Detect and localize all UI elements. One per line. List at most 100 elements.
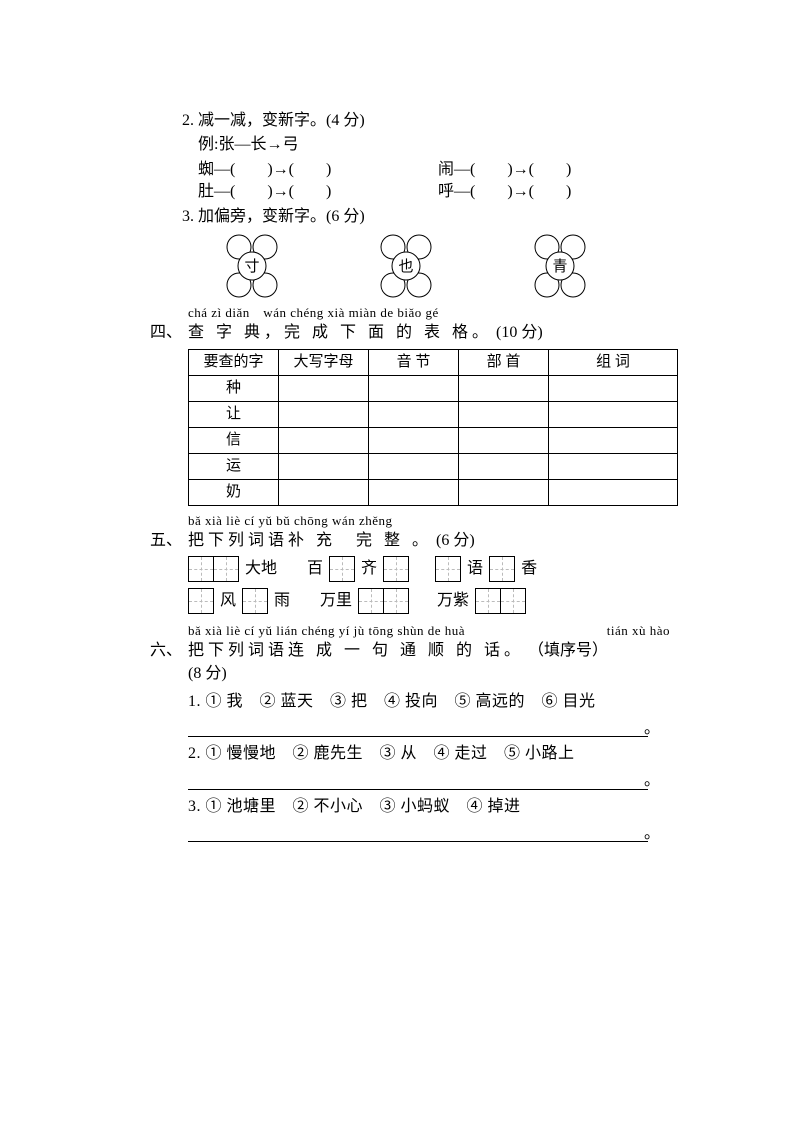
char-box-pair — [188, 556, 239, 582]
blank-cell[interactable] — [549, 375, 678, 401]
blank-cell[interactable] — [279, 401, 369, 427]
flower-cun: 寸 — [210, 234, 294, 298]
table-row: 让 — [189, 401, 678, 427]
blank-cell[interactable] — [279, 427, 369, 453]
s5-pinyin: bǎ xià liè cí yǔ bǔ chōng wán zhěng — [188, 512, 700, 530]
char-box[interactable] — [475, 588, 501, 614]
q2-title: 2. 减一减，变新字。(4 分) — [182, 110, 700, 132]
svg-text:寸: 寸 — [244, 258, 259, 275]
s6-label: 六、 — [150, 640, 188, 662]
s5-title: 把下列词语补 充 完 整 。 — [188, 532, 432, 549]
answer-line[interactable] — [188, 824, 648, 842]
q6-item-1: 1. ① 我 ② 蓝天 ③ 把 ④ 投向 ⑤ 高远的 ⑥ 目光 — [188, 691, 700, 737]
idiom-text: 齐 — [359, 558, 379, 580]
blank-cell[interactable] — [369, 479, 459, 505]
s6-pinyin-b: tián xù hào — [607, 622, 670, 640]
flower-qing: 青 — [518, 234, 602, 298]
s4-heading: 四、 查 字 典，完 成 下 面 的 表 格。 (10 分) — [150, 322, 700, 344]
char-box[interactable] — [242, 588, 268, 614]
q2-r1-left: 蜘—( )→( ) — [198, 159, 438, 181]
idiom-text: 雨 — [272, 590, 292, 612]
svg-text:也: 也 — [398, 258, 413, 275]
q6-words-3: 3. ① 池塘里 ② 不小心 ③ 小蚂蚁 ④ 掉进 — [188, 796, 700, 818]
idiom-text: 语 — [465, 558, 485, 580]
s6-points: (8 分) — [188, 663, 700, 685]
char-box[interactable] — [188, 556, 214, 582]
char-box[interactable] — [489, 556, 515, 582]
s5-points: (6 分) — [436, 532, 475, 549]
char-box[interactable] — [188, 588, 214, 614]
s4-pinyin: chá zì diǎn wán chéng xià miàn de biǎo g… — [188, 304, 700, 322]
table-row: 运 — [189, 453, 678, 479]
idiom-text: 万紫 — [435, 590, 471, 612]
blank-cell[interactable] — [549, 401, 678, 427]
blank-cell[interactable] — [549, 427, 678, 453]
dict-h1: 要查的字 — [189, 349, 279, 375]
q2-r1-right: 闹—( )→( ) — [438, 159, 678, 181]
blank-cell[interactable] — [369, 453, 459, 479]
q2-r2-right: 呼—( )→( ) — [438, 181, 678, 203]
blank-cell[interactable] — [459, 453, 549, 479]
char-box[interactable] — [383, 588, 409, 614]
q6-words-2: 2. ① 慢慢地 ② 鹿先生 ③ 从 ④ 走过 ⑤ 小路上 — [188, 743, 700, 765]
answer-line[interactable] — [188, 719, 648, 737]
s4-title: 查 字 典，完 成 下 面 的 表 格。 — [188, 324, 492, 341]
q2-r2-left: 肚—( )→( ) — [198, 181, 438, 203]
blank-cell[interactable] — [279, 453, 369, 479]
s6-pinyin-a: bǎ xià liè cí yǔ lián chéng yí jù tōng s… — [188, 622, 607, 640]
s5-heading: 五、 把下列词语补 充 完 整 。 (6 分) — [150, 530, 700, 552]
blank-cell[interactable] — [459, 375, 549, 401]
table-row: 奶 — [189, 479, 678, 505]
answer-line[interactable] — [188, 772, 648, 790]
s5-row-1: 大地 百 齐 语 香 — [188, 556, 700, 582]
dict-char: 奶 — [189, 479, 279, 505]
s4-points: (10 分) — [496, 324, 543, 341]
idiom-text: 百 — [305, 558, 325, 580]
dict-h4: 部 首 — [459, 349, 549, 375]
char-box[interactable] — [358, 588, 384, 614]
s5-label: 五、 — [150, 530, 188, 552]
s6-pinyin: bǎ xià liè cí yǔ lián chéng yí jù tōng s… — [188, 622, 700, 640]
blank-cell[interactable] — [279, 375, 369, 401]
svg-text:青: 青 — [552, 258, 567, 275]
s6-title: 把下列词语连 成 一 句 通 顺 的 话。 — [188, 642, 524, 659]
dict-h2: 大写字母 — [279, 349, 369, 375]
idiom-text: 大地 — [243, 558, 279, 580]
blank-cell[interactable] — [279, 479, 369, 505]
table-row: 种 — [189, 375, 678, 401]
dict-h5: 组 词 — [549, 349, 678, 375]
char-box[interactable] — [435, 556, 461, 582]
table-row: 信 — [189, 427, 678, 453]
dict-char: 信 — [189, 427, 279, 453]
q6-words-1: 1. ① 我 ② 蓝天 ③ 把 ④ 投向 ⑤ 高远的 ⑥ 目光 — [188, 691, 700, 713]
blank-cell[interactable] — [459, 401, 549, 427]
q2-row-2: 肚—( )→( ) 呼—( )→( ) — [198, 181, 700, 203]
char-box-pair — [475, 588, 526, 614]
blank-cell[interactable] — [459, 479, 549, 505]
char-box[interactable] — [329, 556, 355, 582]
char-box[interactable] — [213, 556, 239, 582]
blank-cell[interactable] — [369, 401, 459, 427]
q2-example: 例:张—长→弓 — [198, 134, 700, 156]
q3-title: 3. 加偏旁，变新字。(6 分) — [182, 206, 700, 228]
flower-ye: 也 — [364, 234, 448, 298]
char-box[interactable] — [383, 556, 409, 582]
idiom-text: 风 — [218, 590, 238, 612]
flower-row: 寸 也 青 — [210, 234, 700, 298]
dict-char: 让 — [189, 401, 279, 427]
blank-cell[interactable] — [369, 375, 459, 401]
blank-cell[interactable] — [369, 427, 459, 453]
dict-h3: 音 节 — [369, 349, 459, 375]
s5-row-2: 风雨万里万紫 — [188, 588, 700, 614]
blank-cell[interactable] — [549, 453, 678, 479]
char-box[interactable] — [500, 588, 526, 614]
blank-cell[interactable] — [459, 427, 549, 453]
s4-label: 四、 — [150, 322, 188, 344]
q6-item-2: 2. ① 慢慢地 ② 鹿先生 ③ 从 ④ 走过 ⑤ 小路上 — [188, 743, 700, 789]
dict-table: 要查的字 大写字母 音 节 部 首 组 词 种 让 信 运 奶 — [188, 349, 678, 506]
blank-cell[interactable] — [549, 479, 678, 505]
s6-hint: （填序号） — [528, 642, 608, 659]
dict-header-row: 要查的字 大写字母 音 节 部 首 组 词 — [189, 349, 678, 375]
s6-heading: 六、 把下列词语连 成 一 句 通 顺 的 话。 （填序号） (8 分) — [150, 640, 700, 685]
idiom-text: 香 — [519, 558, 539, 580]
